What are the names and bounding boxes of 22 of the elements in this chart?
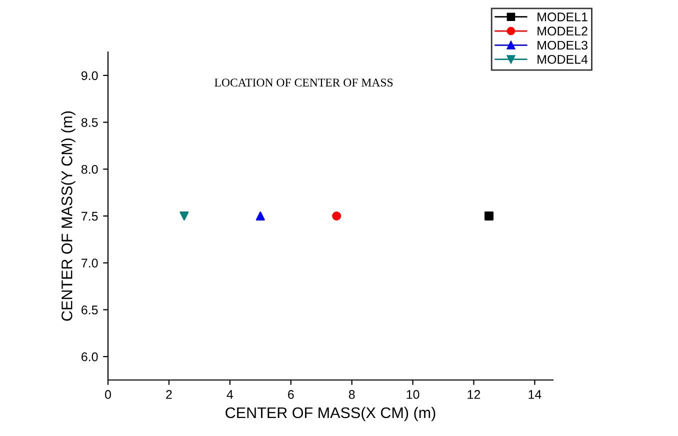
y-tick-label: 7.5 <box>82 212 98 221</box>
x-tick-label: 0 <box>105 390 111 399</box>
legend-label: MODEL3 <box>538 40 588 50</box>
x-axis-title: CENTER OF MASS(X CM) (m) <box>226 406 436 422</box>
y-tick-label: 6.5 <box>82 306 98 314</box>
legend-label: MODEL1 <box>538 12 588 22</box>
y-tick-label: 8.5 <box>81 118 98 127</box>
y-tick-label: 8.0 <box>81 164 98 174</box>
x-tick-label: 8 <box>348 390 355 399</box>
x-tick-label: 4 <box>226 390 234 399</box>
text: LOCATION OF CENTER OF MASS <box>214 78 393 87</box>
y-tick-label: 6.0 <box>82 352 98 362</box>
x-tick-label: 2 <box>166 390 172 399</box>
y-axis-title: CENTER OF MASS(Y CM) (m) <box>61 111 76 321</box>
x-tick-label: 10 <box>406 390 420 399</box>
y-tick-label: 9.0 <box>81 71 98 80</box>
legend-label: MODEL2 <box>538 26 588 36</box>
x-tick-label: 12 <box>468 390 480 399</box>
legend-label: MODEL4 <box>538 54 588 64</box>
x-tick-label: 14 <box>528 390 542 399</box>
y-tick-label: 7.0 <box>82 258 98 268</box>
x-tick-label: 6 <box>288 390 294 399</box>
